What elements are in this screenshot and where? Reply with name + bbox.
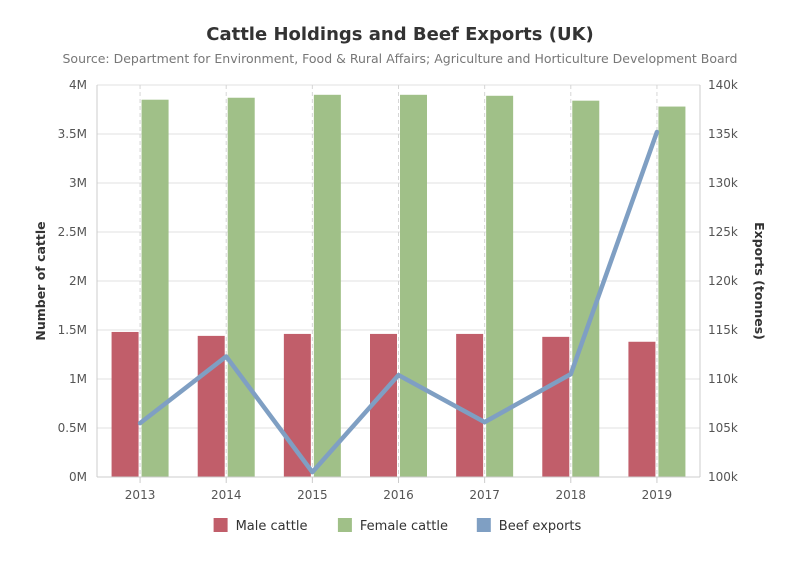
legend-item-male-cattle[interactable]: Male cattle: [213, 518, 308, 534]
legend-swatch: [337, 518, 352, 532]
y-left-tick-label: 2M: [69, 274, 87, 288]
y-right-tick-label: 110k: [708, 372, 738, 386]
y-right-tick-label: 115k: [708, 323, 738, 337]
legend: Male cattle Female cattle Beef exports: [213, 518, 582, 534]
bar-female-cattle[interactable]: [572, 100, 600, 478]
y-right-tick-label: 125k: [708, 225, 738, 239]
x-tick-label: 2019: [642, 488, 673, 502]
legend-swatch: [213, 518, 228, 532]
legend-swatch: [476, 518, 491, 532]
bar-male-cattle[interactable]: [456, 333, 484, 477]
y-right-tick-label: 105k: [708, 421, 738, 435]
y-right-tick-label: 135k: [708, 127, 738, 141]
legend-label: Female cattle: [360, 519, 448, 534]
bar-female-cattle[interactable]: [400, 94, 427, 478]
y-left-tick-label: 0M: [69, 470, 87, 484]
y-left-tick-label: 1M: [69, 372, 87, 386]
bar-male-cattle[interactable]: [542, 336, 570, 477]
bar-female-cattle[interactable]: [658, 106, 686, 477]
y-right-tick-label: 140k: [708, 78, 738, 92]
bar-female-cattle[interactable]: [227, 97, 255, 478]
legend-label: Beef exports: [499, 519, 582, 534]
bar-male-cattle[interactable]: [197, 335, 225, 477]
x-tick-label: 2016: [383, 488, 414, 502]
y-left-tick-label: 2.5M: [58, 225, 87, 239]
bars-group: [111, 94, 686, 478]
grid-lines: [97, 84, 700, 478]
y-left-tick-label: 0.5M: [58, 421, 87, 435]
y-left-tick-label: 4M: [69, 78, 87, 92]
chart-subtitle: Source: Department for Environment, Food…: [63, 51, 738, 66]
axes-group: 0M 0.5M 1M 1.5M 2M 2.5M 3M 3.5M 4M 100k 105k 110k 11…: [58, 78, 738, 502]
x-tick-label: 2013: [125, 488, 156, 502]
line-group: [137, 129, 660, 475]
y-left-tick-label: 3M: [69, 176, 87, 190]
legend-item-beef-exports[interactable]: Beef exports: [476, 518, 582, 534]
x-tick-label: 2014: [211, 488, 242, 502]
bar-male-cattle[interactable]: [628, 341, 656, 477]
y-right-tick-label: 120k: [708, 274, 738, 288]
legend-label: Male cattle: [236, 519, 308, 534]
chart-title: Cattle Holdings and Beef Exports (UK): [206, 24, 594, 45]
x-tick-label: 2017: [469, 488, 500, 502]
y-right-tick-label: 130k: [708, 176, 738, 190]
y-left-tick-label: 3.5M: [58, 127, 87, 141]
legend-item-female-cattle[interactable]: Female cattle: [337, 518, 448, 534]
bar-male-cattle[interactable]: [111, 331, 139, 477]
bar-female-cattle[interactable]: [313, 94, 341, 478]
line-beef-exports[interactable]: [137, 129, 660, 475]
x-tick-label: 2015: [297, 488, 328, 502]
y-right-tick-label: 100k: [708, 470, 738, 484]
x-tick-label: 2018: [556, 488, 587, 502]
y-axis-right-title: Exports (tonnes): [752, 222, 767, 340]
y-left-tick-label: 1.5M: [58, 323, 87, 337]
y-axis-left-title: Number of cattle: [33, 221, 48, 340]
